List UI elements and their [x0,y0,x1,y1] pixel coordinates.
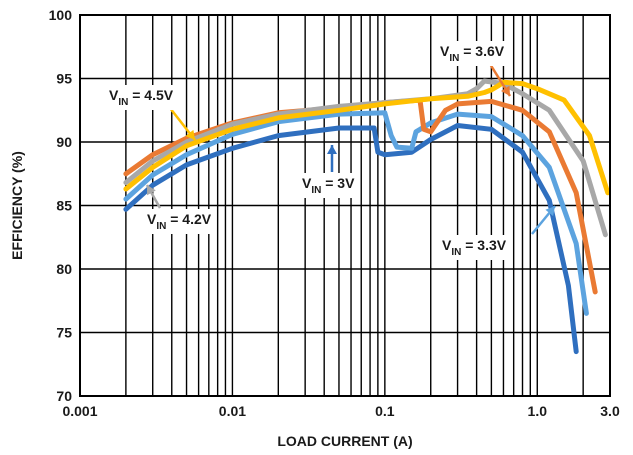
series-labels: VIN = 3V VIN = 3.3V VIN = 3.6V VIN = 4.2V VI… [106,41,556,260]
x-tick-label: 0.01 [219,403,246,419]
series-label-background [106,85,177,110]
series-label: VIN = 3V [302,175,355,196]
y-tick-label: 70 [56,388,72,404]
y-tick-label: 90 [56,134,72,150]
y-tick-label: 85 [56,198,72,214]
series-line-5 [123,79,611,196]
series-label: VIN = 3.6V [440,43,505,64]
series-label-background [299,173,359,198]
label-pointer-head [545,206,555,217]
series-label: VIN = 4.5V [109,87,174,108]
y-tick-label: 80 [56,261,72,277]
label-pointer-head [500,85,510,96]
series-label: VIN = 4.2V [147,211,212,232]
y-axis-label: EFFICIENCY (%) [9,151,25,260]
label-pointer-head [327,145,337,154]
y-tick-label: 100 [49,7,73,23]
x-tick-label: 1.0 [528,403,548,419]
series-label: VIN = 3.3V [442,237,507,258]
series-line-2 [123,110,589,316]
label-pointer-head [185,129,195,140]
plot-frame [79,14,611,397]
series-line-1 [123,123,579,355]
series-label-background [144,209,215,234]
series-label-background [437,41,508,66]
y-tick-label: 75 [56,325,72,341]
label-pointer-head [147,185,156,196]
tick-labels: 70 75 80 85 90 95 100 0.001 0.01 0.1 1.0 3.0 [49,7,620,419]
series-lines [123,78,611,355]
x-tick-label: 0.1 [375,403,395,419]
x-tick-label: 0.001 [62,403,97,419]
x-axis-label: LOAD CURRENT (A) [277,433,412,449]
series-label-background [439,235,510,260]
x-tick-label: 3.0 [600,403,620,419]
y-tick-label: 95 [56,71,72,87]
